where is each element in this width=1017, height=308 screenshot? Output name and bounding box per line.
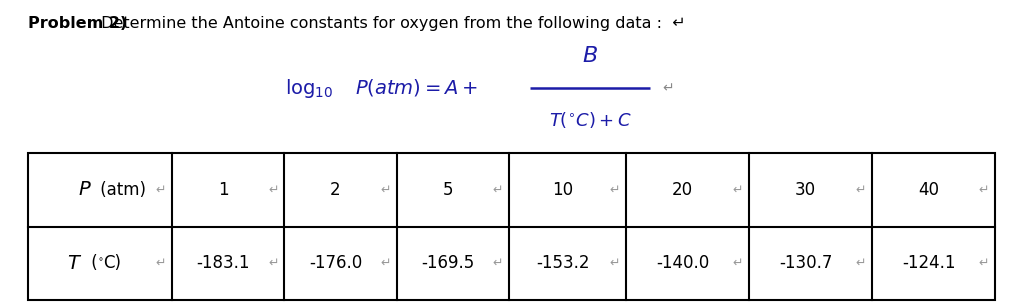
Text: ↵: ↵ <box>610 183 620 196</box>
Bar <box>28 153 995 300</box>
Text: ↵: ↵ <box>267 183 279 196</box>
Text: -130.7: -130.7 <box>779 254 832 272</box>
Text: $T(^{\circ}C)+C$: $T(^{\circ}C)+C$ <box>548 110 632 130</box>
Text: ↵: ↵ <box>156 183 166 196</box>
Text: ↵: ↵ <box>855 183 866 196</box>
Text: $B$: $B$ <box>582 46 598 66</box>
Text: ↵: ↵ <box>732 183 743 196</box>
Text: ↵: ↵ <box>662 81 673 95</box>
Text: ↵: ↵ <box>855 257 866 270</box>
Text: C): C) <box>103 254 121 272</box>
Text: ↵: ↵ <box>380 183 391 196</box>
Text: ↵: ↵ <box>492 183 502 196</box>
Text: (atm): (atm) <box>96 181 146 199</box>
Text: ↵: ↵ <box>492 257 502 270</box>
Text: $^{\circ}$: $^{\circ}$ <box>98 256 104 270</box>
Text: $P$: $P$ <box>78 180 93 199</box>
Text: $T$: $T$ <box>67 254 82 273</box>
Text: ↵: ↵ <box>610 257 620 270</box>
Text: ↵: ↵ <box>267 257 279 270</box>
Text: 30: 30 <box>795 181 817 199</box>
Text: -124.1: -124.1 <box>902 254 955 272</box>
Text: -176.0: -176.0 <box>309 254 362 272</box>
Text: ↵: ↵ <box>380 257 391 270</box>
Text: 2: 2 <box>331 181 341 199</box>
Text: ↵: ↵ <box>156 257 166 270</box>
Text: -169.5: -169.5 <box>421 254 474 272</box>
Text: 40: 40 <box>918 181 939 199</box>
Text: 20: 20 <box>672 181 694 199</box>
Text: ↵: ↵ <box>732 257 743 270</box>
Text: 10: 10 <box>552 181 574 199</box>
Text: 5: 5 <box>442 181 453 199</box>
Text: Determine the Antoine constants for oxygen from the following data :  ↵: Determine the Antoine constants for oxyg… <box>96 16 685 31</box>
Text: (: ( <box>86 254 98 272</box>
Text: -140.0: -140.0 <box>656 254 710 272</box>
Text: -153.2: -153.2 <box>536 254 589 272</box>
Text: ↵: ↵ <box>978 257 989 270</box>
Text: Problem 2): Problem 2) <box>28 16 127 31</box>
Text: $\log_{10}$: $\log_{10}$ <box>285 76 334 99</box>
Text: 1: 1 <box>218 181 229 199</box>
Text: ↵: ↵ <box>978 183 989 196</box>
Text: $P(atm) = A +$: $P(atm) = A +$ <box>355 78 478 99</box>
Text: -183.1: -183.1 <box>196 254 250 272</box>
